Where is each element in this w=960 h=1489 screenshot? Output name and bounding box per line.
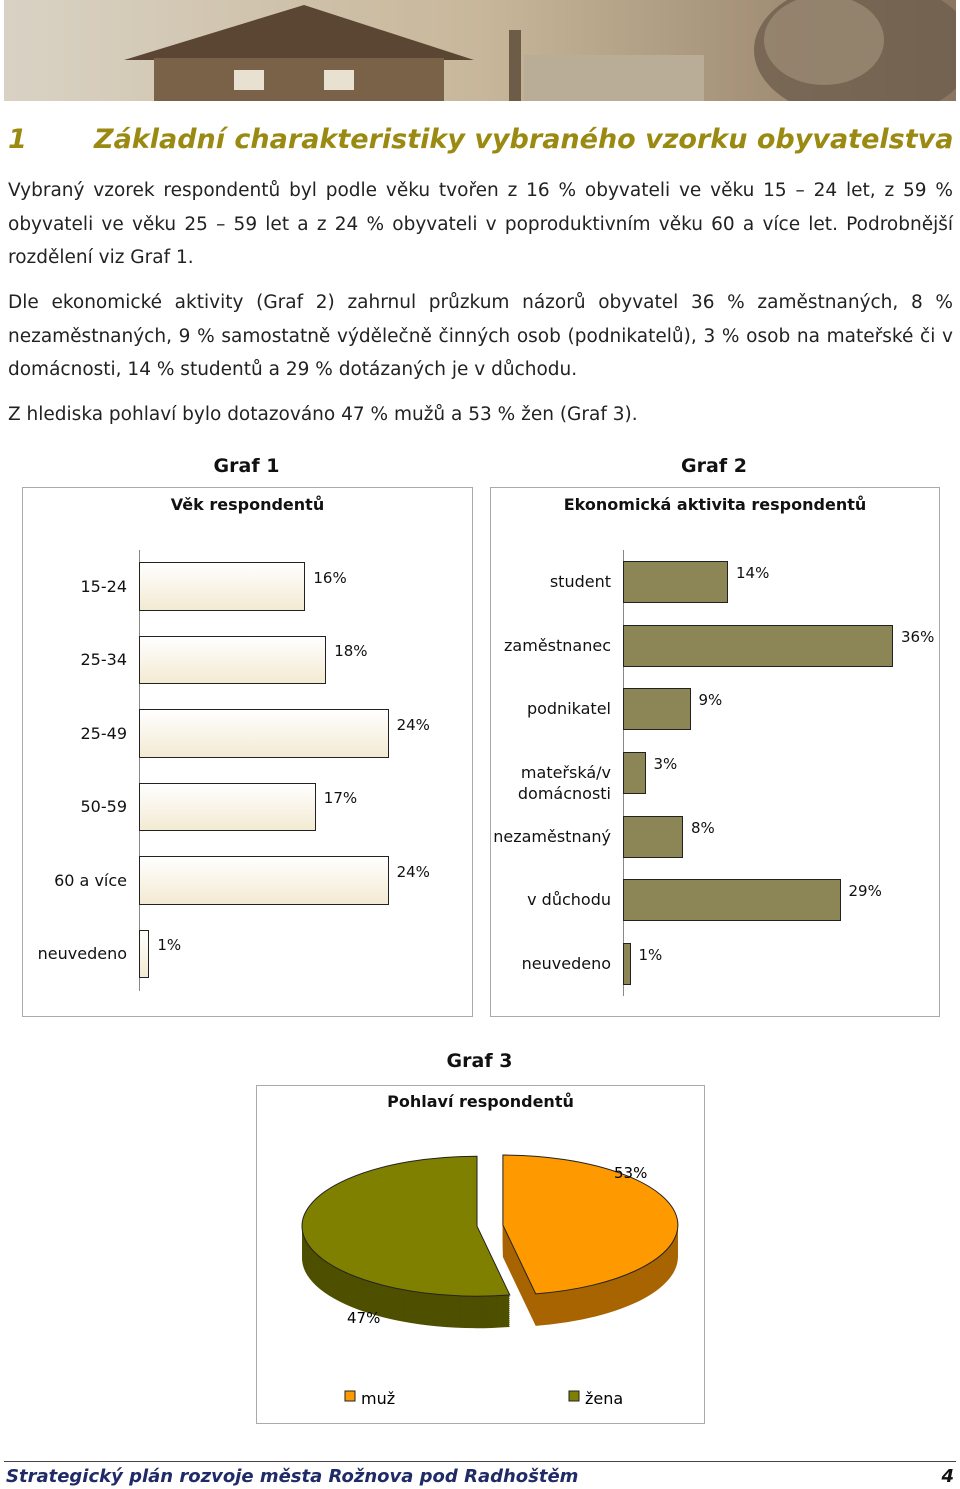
bar <box>623 688 691 731</box>
bar <box>139 929 150 979</box>
bar <box>139 856 389 905</box>
footer-rule <box>4 1461 956 1462</box>
page-number: 4 <box>941 1466 954 1487</box>
category-label: mateřská/v domácnosti <box>517 763 611 803</box>
category-label: 25-34 <box>80 650 128 670</box>
value-label: 8% <box>691 818 715 837</box>
pie-slice <box>301 1155 511 1297</box>
bar <box>623 560 728 603</box>
chart-frame: Ekonomická aktivita respondentů student 14… <box>490 487 940 1017</box>
bar <box>139 782 316 832</box>
value-label: 14% <box>736 563 770 582</box>
chart-frame: Pohlaví respondentů 47% 53% muž žena <box>256 1085 705 1424</box>
category-label: student <box>549 571 611 591</box>
value-label: 16% <box>313 568 347 587</box>
legend-label: žena <box>585 1389 623 1408</box>
value-label: 9% <box>698 691 723 710</box>
chart-frame: Věk respondentů 15-24 16% 25-34 18% 25-49 24% 5… <box>22 487 473 1017</box>
chart-title: Pohlaví respondentů <box>387 1092 574 1111</box>
value-label: 3% <box>653 755 678 773</box>
chart-label: Graf 1 <box>213 455 280 477</box>
value-label: 36% <box>901 627 935 646</box>
category-label: 50-59 <box>80 797 128 817</box>
value-label: 17% <box>323 789 358 808</box>
bar <box>623 815 683 858</box>
category-label: 60 a více <box>54 870 127 890</box>
value-label: 18% <box>334 642 368 661</box>
bar <box>139 562 306 611</box>
chart-title: Věk respondentů <box>170 495 325 514</box>
bar <box>623 751 646 795</box>
bar <box>139 635 327 685</box>
section-title: Základní charakteristiky vybraného vzork… <box>94 124 954 155</box>
value-label: 47% <box>347 1309 380 1327</box>
paragraph: Vybraný vzorek respondentů byl podle věk… <box>8 180 953 268</box>
paragraph: Z hlediska pohlaví bylo dotazováno 47 % … <box>8 404 638 425</box>
value-label: 24% <box>396 715 430 734</box>
legend-swatch <box>568 1390 580 1402</box>
chart-label: Graf 2 <box>681 455 747 477</box>
section-number: 1 <box>8 124 27 155</box>
category-label: podnikatel <box>526 699 611 719</box>
paragraph: Dle ekonomické aktivity (Graf 2) zahrnul… <box>8 292 953 380</box>
legend-label: muž <box>361 1389 395 1408</box>
bar <box>623 943 631 986</box>
value-label: 1% <box>638 946 663 965</box>
category-label: v důchodu <box>527 890 611 910</box>
bar <box>139 709 389 758</box>
header-banner <box>4 0 956 101</box>
value-label: 53% <box>614 1164 647 1182</box>
value-label: 29% <box>848 882 882 901</box>
value-label: 24% <box>396 862 430 881</box>
category-label: neuvedeno <box>37 944 127 964</box>
chart-label: Graf 3 <box>446 1050 513 1072</box>
category-label: nezaměstnaný <box>493 826 611 846</box>
category-label: 15-24 <box>80 576 128 596</box>
category-label: neuvedeno <box>521 954 611 974</box>
pie-slice <box>502 1154 679 1295</box>
footer-text: Strategický plán rozvoje města Rožnova p… <box>6 1466 579 1487</box>
footer: Strategický plán rozvoje města Rožnova p… <box>6 1466 954 1487</box>
legend-swatch <box>344 1390 356 1402</box>
value-label: 1% <box>157 936 182 955</box>
section-heading: 1 Základní charakteristiky vybraného vzor… <box>8 124 953 155</box>
axis-line <box>139 550 140 991</box>
pie-plot: 47% 53% muž žena <box>301 1154 679 1408</box>
bar <box>623 624 893 667</box>
category-label: 25-49 <box>80 723 128 743</box>
bar <box>623 879 841 922</box>
chart-title: Ekonomická aktivita respondentů <box>563 495 867 514</box>
category-label: zaměstnanec <box>504 635 611 655</box>
